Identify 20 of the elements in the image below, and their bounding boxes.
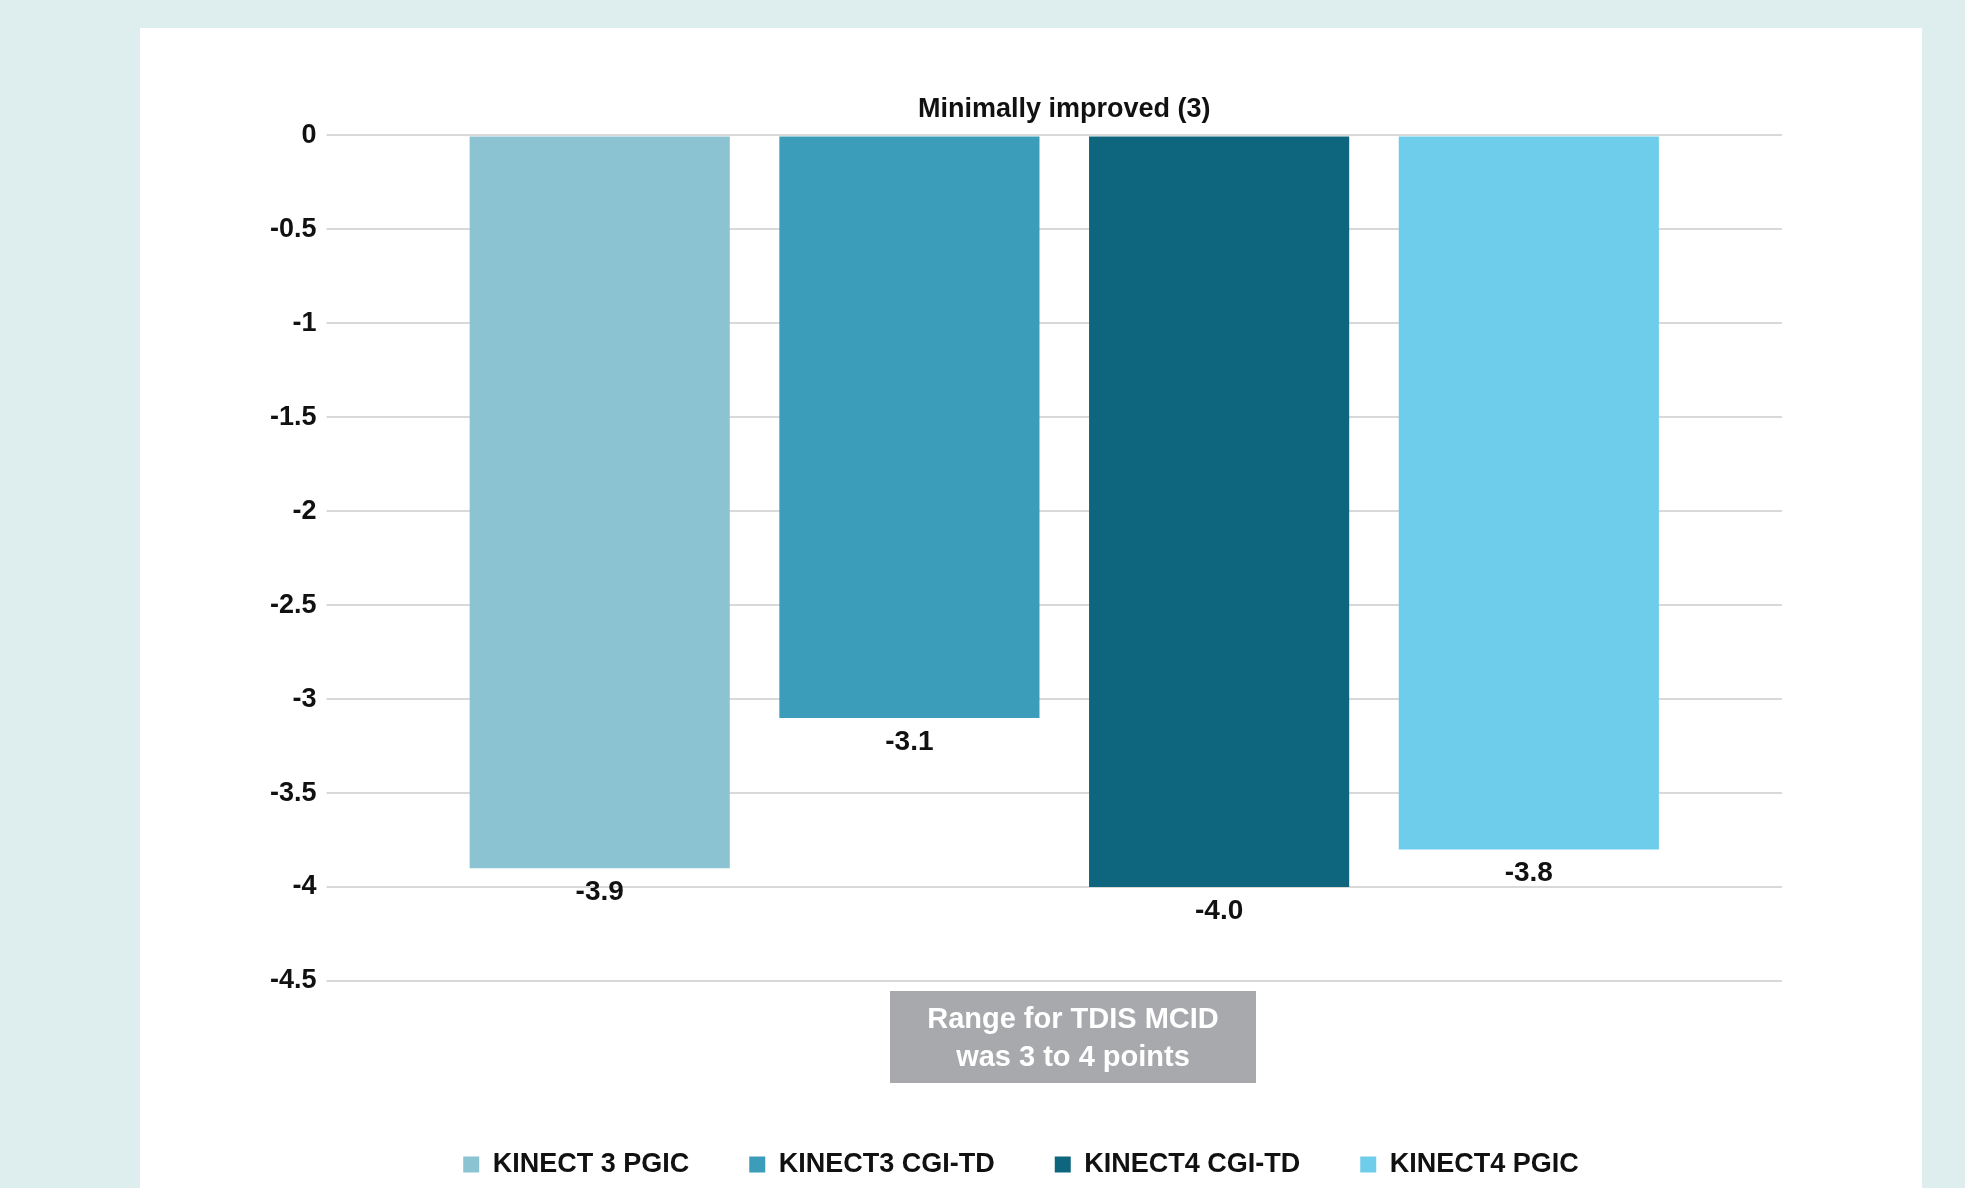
text: Range for TDIS MCID was 3 to 4 points <box>890 991 1256 1083</box>
y-tick-label: -2 <box>292 494 317 525</box>
y-tick-label: -1.5 <box>269 400 317 431</box>
y-tick-label: -0.5 <box>269 212 317 243</box>
data-label: -3.9 <box>575 874 624 906</box>
y-tick-label: -2.5 <box>269 588 317 619</box>
data-label: -3.1 <box>885 724 934 756</box>
data-label: -3.8 <box>1504 856 1553 888</box>
legend-label: KINECT 3 PGIC <box>492 1147 690 1178</box>
y-tick-label: 0 <box>301 118 317 149</box>
y-tick-label: -1 <box>292 306 317 337</box>
y-tick-label: -4.5 <box>269 964 317 995</box>
y-tick-label: -4 <box>292 870 317 901</box>
legend-label: KINECT4 PGIC <box>1389 1147 1579 1178</box>
y-tick-label: -3 <box>292 682 317 713</box>
legend-label: KINECT3 CGI-TD <box>778 1147 995 1178</box>
x-tick-label: Minimally improved (3) <box>917 92 1211 123</box>
legend-label: KINECT4 CGI-TD <box>1084 1147 1301 1178</box>
y-tick-label: -3.5 <box>269 776 317 807</box>
data-label: -4.0 <box>1194 893 1244 925</box>
